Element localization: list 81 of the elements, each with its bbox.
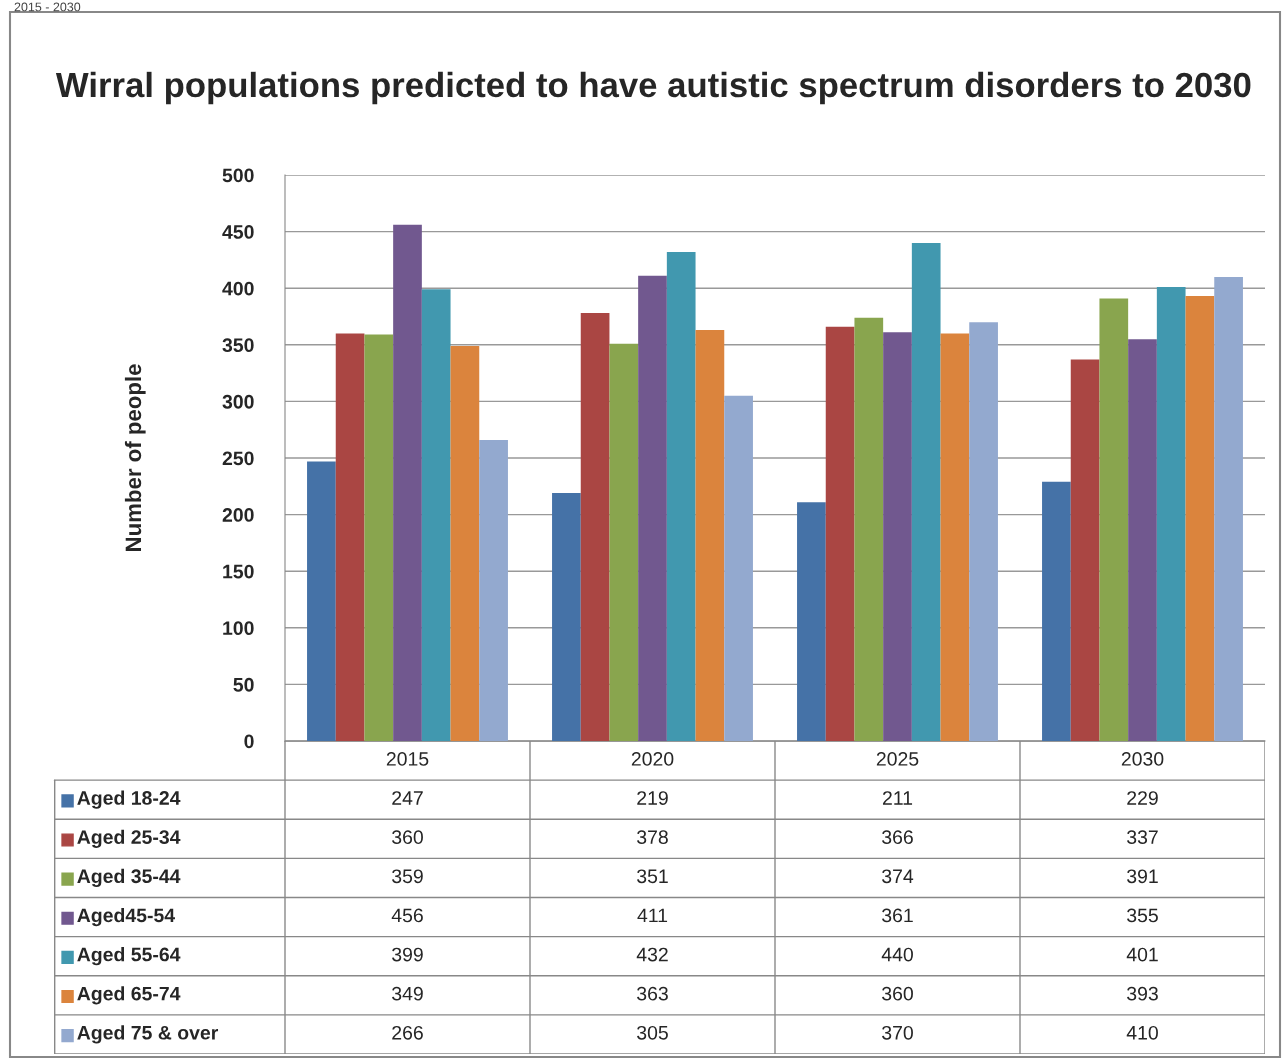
bar	[969, 322, 998, 741]
data-label: 360	[392, 830, 423, 845]
data-label: 363	[637, 986, 668, 1001]
legend-label: Aged 25-34	[77, 829, 181, 848]
x-tick-label: 2030	[1121, 752, 1164, 766]
data-label: 361	[882, 908, 913, 923]
bar	[911, 242, 941, 741]
bar	[364, 334, 394, 741]
bar	[580, 313, 610, 741]
bar	[450, 345, 480, 741]
bar	[1185, 296, 1215, 741]
y-tick-label: 350	[222, 338, 254, 353]
bar	[854, 317, 884, 741]
bar	[609, 343, 639, 741]
data-label: 305	[637, 1025, 668, 1040]
bar	[552, 493, 581, 741]
data-label: 432	[636, 947, 668, 962]
y-tick-label: 300	[222, 394, 254, 409]
bar	[479, 439, 508, 741]
bar	[1042, 481, 1071, 741]
bar	[421, 289, 451, 741]
data-label: 401	[1126, 947, 1158, 962]
bar	[307, 461, 336, 741]
bar	[1156, 287, 1186, 741]
bar	[666, 251, 696, 741]
bar	[1099, 298, 1129, 741]
bar	[797, 502, 826, 741]
bar	[1214, 276, 1243, 741]
data-label: 247	[392, 791, 423, 805]
legend-label: Aged 75 & over	[77, 1025, 219, 1044]
y-tick-label: 100	[223, 621, 254, 636]
bar	[940, 333, 970, 741]
y-tick-label: 50	[233, 677, 254, 692]
legend-label: Aged45-54	[77, 907, 175, 927]
x-tick-label: 2025	[876, 752, 919, 766]
data-label: 411	[637, 908, 668, 923]
data-label: 355	[1127, 908, 1158, 923]
data-label: 374	[882, 869, 914, 884]
legend-label: Aged 65-74	[77, 986, 181, 1005]
legend-label: Aged 35-44	[77, 868, 181, 888]
y-axis-title: Number of people	[124, 364, 146, 551]
x-tick-label: 2020	[631, 752, 674, 766]
data-label: 229	[1127, 791, 1158, 805]
chart-title: Wirral populations predicted to have autistic spectrum disorders to 2030	[55, 71, 1251, 105]
data-label: 393	[1127, 986, 1158, 1001]
y-tick-label: 400	[222, 281, 254, 296]
legend-label: Aged 18-24	[77, 790, 181, 809]
y-tick-label: 200	[222, 508, 254, 522]
data-label: 410	[1126, 1025, 1158, 1040]
data-label: 359	[392, 869, 423, 884]
data-label: 211	[882, 791, 913, 805]
data-label: 366	[882, 830, 913, 845]
bar	[883, 332, 912, 741]
data-label: 370	[882, 1025, 913, 1040]
data-label: 337	[1127, 830, 1158, 845]
data-label: 399	[392, 947, 423, 962]
data-label: 391	[1127, 869, 1158, 884]
bar	[695, 330, 725, 741]
y-tick-label: 500	[222, 168, 254, 183]
y-tick-label: 0	[244, 734, 254, 749]
text: 2015 - 2030	[14, 2, 81, 12]
bar	[825, 326, 855, 741]
bar	[1070, 359, 1100, 741]
y-tick-label: 450	[222, 225, 254, 239]
data-label: 378	[637, 830, 668, 845]
bar	[638, 275, 667, 741]
data-label: 219	[637, 791, 668, 805]
bar	[335, 333, 365, 741]
x-tick-label: 2015	[386, 752, 429, 766]
bar	[393, 224, 422, 741]
y-tick-label: 150	[223, 564, 254, 579]
data-label: 266	[392, 1025, 423, 1040]
legend-label: Aged 55-64	[77, 947, 181, 966]
data-label: 351	[637, 869, 668, 884]
data-label: 440	[881, 947, 913, 962]
data-label: 349	[392, 986, 423, 1001]
y-tick-label: 250	[222, 451, 254, 466]
bar	[1128, 339, 1157, 741]
data-label: 360	[882, 986, 913, 1001]
data-label: 456	[391, 908, 423, 923]
bar	[724, 395, 753, 741]
